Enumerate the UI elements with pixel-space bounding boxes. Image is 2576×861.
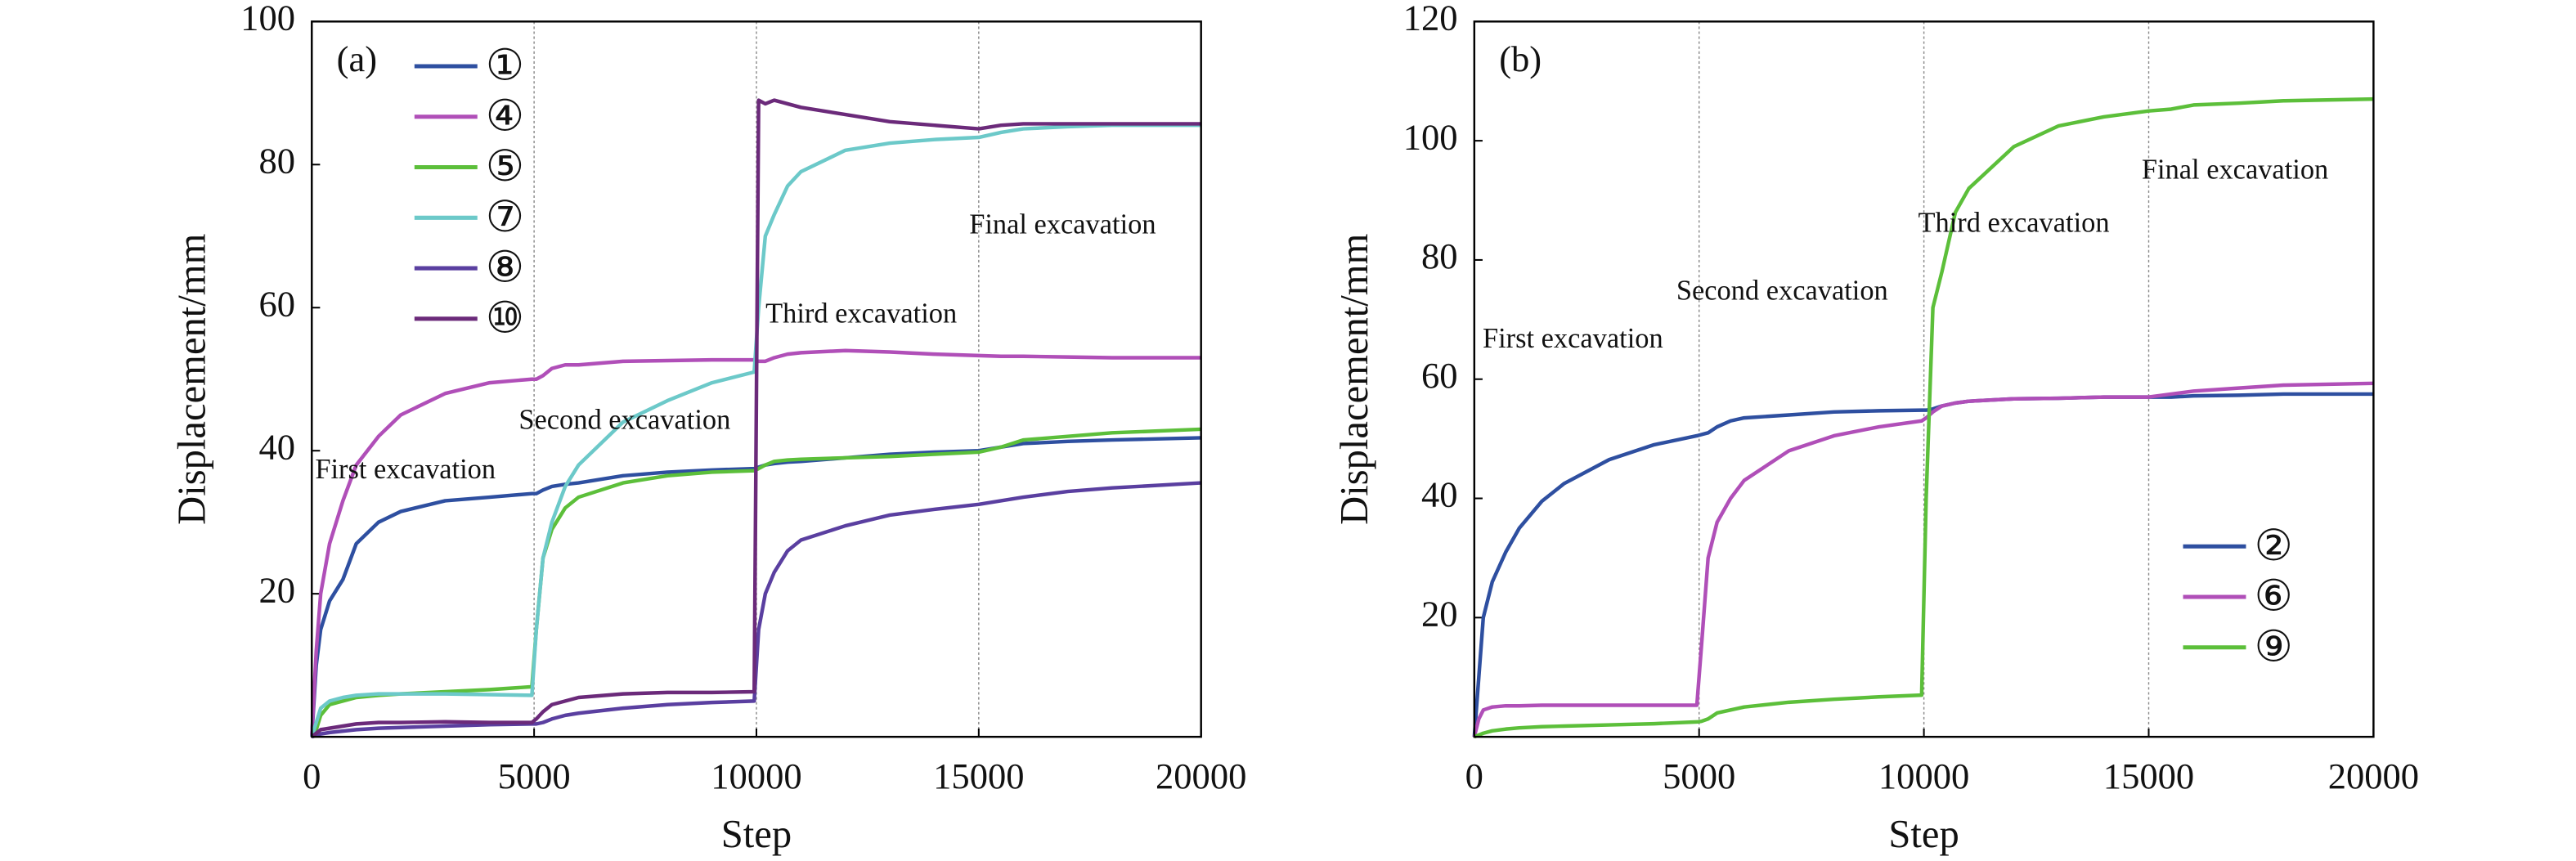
y-tick-label: 80 <box>258 141 295 182</box>
y-tick-label: 100 <box>1403 116 1458 157</box>
annotation: Second excavation <box>1676 275 1888 306</box>
annotation: Third excavation <box>1919 207 2110 238</box>
x-axis-label: Step <box>1888 812 1959 856</box>
legend-label: ⑩ <box>486 293 524 343</box>
y-tick-label: 20 <box>258 569 295 610</box>
legend-label: ④ <box>486 91 524 141</box>
y-axis-label: Displacement/mm <box>170 233 214 524</box>
x-tick-label: 20000 <box>2328 756 2419 796</box>
x-tick-label: 0 <box>303 756 321 796</box>
x-tick-label: 20000 <box>1156 756 1246 796</box>
x-tick-label: 15000 <box>2103 756 2194 796</box>
annotation: Second excavation <box>518 404 730 435</box>
y-tick-label: 40 <box>1421 474 1458 515</box>
legend-label: ⑥ <box>2255 572 2293 621</box>
y-axis-label: Displacement/mm <box>1332 233 1376 524</box>
panel-label: (a) <box>337 38 377 79</box>
panel: 0 5000 10000 15000 20000 20 40 60 80 100 120 Step Di… <box>1332 0 2419 856</box>
y-tick-label: 100 <box>240 0 295 38</box>
legend-label: ⑨ <box>2255 621 2293 671</box>
annotation: Third excavation <box>765 298 957 330</box>
x-tick-label: 15000 <box>933 756 1024 796</box>
x-tick-label: 10000 <box>711 756 801 796</box>
series-line <box>1472 381 2374 738</box>
y-tick-label: 40 <box>258 426 295 467</box>
annotation: First excavation <box>315 454 496 485</box>
y-tick-label: 60 <box>258 283 295 324</box>
plot-frame <box>1473 20 2375 738</box>
series-line <box>1473 96 2374 739</box>
x-axis-label: Step <box>721 812 792 856</box>
y-tick-label: 20 <box>1421 594 1458 635</box>
x-tick-label: 5000 <box>1663 756 1735 796</box>
legend-label: ⑧ <box>486 243 524 293</box>
x-tick-label: 10000 <box>1878 756 1969 796</box>
plot-frame <box>311 20 1202 738</box>
series-line <box>310 123 1201 738</box>
annotation: Final excavation <box>2142 155 2328 186</box>
series-line <box>310 98 1201 738</box>
y-tick-label: 80 <box>1421 235 1458 276</box>
series-line <box>310 348 1201 738</box>
panel-label: (b) <box>1499 38 1542 79</box>
x-tick-label: 0 <box>1465 756 1483 796</box>
legend-label: ② <box>2255 521 2293 571</box>
y-tick-label: 120 <box>1403 0 1458 38</box>
annotation: First excavation <box>1483 323 1663 354</box>
series-line <box>311 481 1201 739</box>
legend-label: ⑤ <box>486 141 524 191</box>
annotation: Final excavation <box>969 209 1156 240</box>
panel: 0 5000 10000 15000 20000 20 40 60 80 100 Step Displ… <box>170 0 1247 856</box>
y-tick-label: 60 <box>1421 355 1458 396</box>
legend-label: ⑦ <box>486 192 524 242</box>
x-tick-label: 5000 <box>498 756 571 796</box>
legend-label: ① <box>486 41 524 91</box>
